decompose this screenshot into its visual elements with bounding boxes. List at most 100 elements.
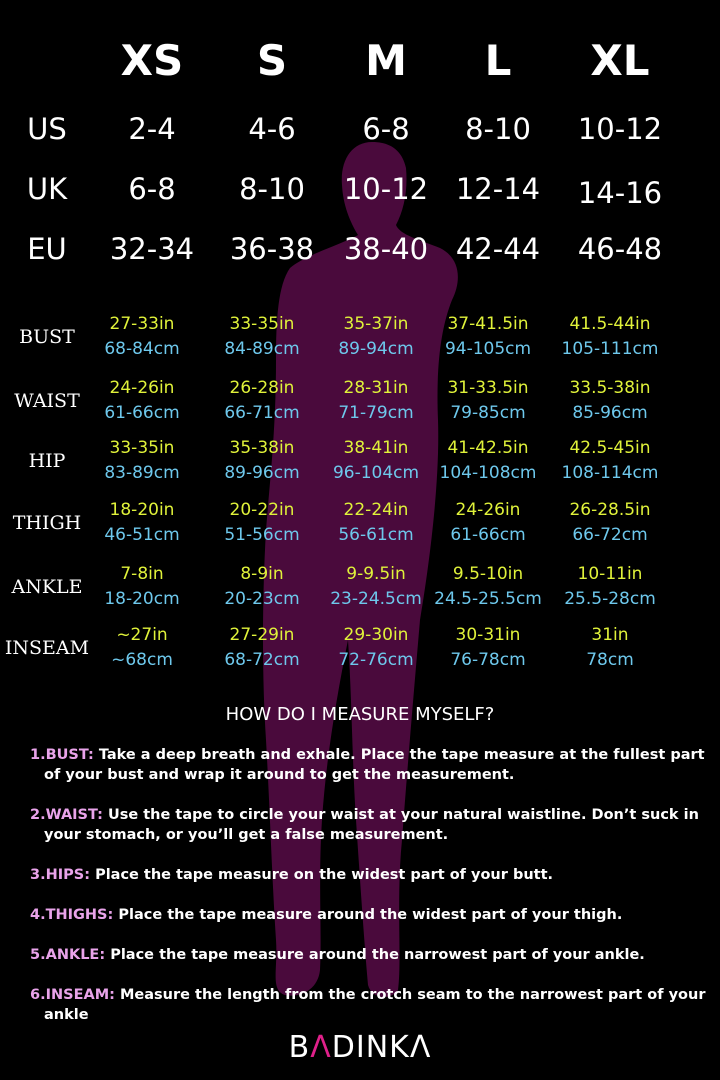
measurement-inches: 9-9.5in <box>346 564 406 584</box>
brand-logo: BΛDINKΛ <box>288 1030 432 1065</box>
guide-heading: HOW DO I MEASURE MYSELF? <box>225 704 495 725</box>
measurement-inches: 8-9in <box>240 564 284 584</box>
measurement-cm: 61-66cm <box>450 525 526 545</box>
measurement-inches: 33.5-38in <box>569 378 651 398</box>
measurement-inches: 37-41.5in <box>447 314 529 334</box>
measurement-inches: 7-8in <box>120 564 164 584</box>
measurement-inches: ~27in <box>116 625 168 645</box>
region-label: UK <box>26 172 68 206</box>
size-conversion-value: 14-16 <box>577 176 663 210</box>
measurement-label: BUST <box>19 326 75 348</box>
instruction-text: Use the tape to circle your waist at you… <box>44 807 699 843</box>
measurement-cm: 51-56cm <box>224 525 300 545</box>
size-header: M <box>365 36 407 85</box>
measurement-cm: 66-71cm <box>224 403 300 423</box>
measurement-inches: 42.5-45in <box>569 438 651 458</box>
measurement-label: ANKLE <box>11 576 83 598</box>
measurement-cm: 25.5-28cm <box>564 589 656 609</box>
measure-instruction: 2.WAIST: Use the tape to circle your wai… <box>30 805 714 845</box>
measurement-cm: 104-108cm <box>439 463 537 483</box>
size-conversion-value: 6-8 <box>362 112 410 146</box>
measurement-inches: 26-28.5in <box>569 500 651 520</box>
instruction-text: Take a deep breath and exhale. Place the… <box>44 747 705 783</box>
instruction-text: Measure the length from the crotch seam … <box>44 987 706 1023</box>
measurement-inches: 27-33in <box>109 314 175 334</box>
measurement-cm: 18-20cm <box>104 589 180 609</box>
measurement-inches: 35-38in <box>229 438 295 458</box>
measurement-inches: 9.5-10in <box>452 564 524 584</box>
region-label: US <box>27 112 67 146</box>
size-header: XS <box>120 36 184 85</box>
measure-instruction: 5.ANKLE: Place the tape measure around t… <box>30 945 714 965</box>
size-conversion-value: 36-38 <box>229 232 315 266</box>
measurement-inches: 28-31in <box>343 378 409 398</box>
measurement-cm: 89-94cm <box>338 339 414 359</box>
measurement-inches: 30-31in <box>455 625 521 645</box>
instruction-label: 4.THIGHS: <box>30 907 114 923</box>
measurement-label: HIP <box>28 450 66 472</box>
measurement-inches: 38-41in <box>343 438 409 458</box>
size-conversion-value: 10-12 <box>577 112 663 146</box>
measurement-cm: 68-84cm <box>104 339 180 359</box>
size-header: XL <box>590 36 650 85</box>
measurement-cm: 94-105cm <box>444 339 532 359</box>
measurement-inches: 41.5-44in <box>569 314 651 334</box>
measurement-inches: 35-37in <box>343 314 409 334</box>
measurement-cm: 20-23cm <box>224 589 300 609</box>
measurement-cm: 71-79cm <box>338 403 414 423</box>
size-conversion-value: 42-44 <box>455 232 541 266</box>
measure-instruction: 6.INSEAM: Measure the length from the cr… <box>30 985 714 1025</box>
measurement-inches: 33-35in <box>109 438 175 458</box>
size-conversion-value: 2-4 <box>128 112 176 146</box>
measurement-cm: 56-61cm <box>338 525 414 545</box>
region-label: EU <box>27 232 67 266</box>
instruction-label: 5.ANKLE: <box>30 947 106 963</box>
measurement-cm: 85-96cm <box>572 403 648 423</box>
measurement-inches: 24-26in <box>109 378 175 398</box>
measurement-inches: 27-29in <box>229 625 295 645</box>
instruction-label: 3.HIPS: <box>30 867 90 883</box>
measurement-inches: 31-33.5in <box>447 378 529 398</box>
measurement-label: INSEAM <box>4 637 90 659</box>
size-conversion-value: 8-10 <box>239 172 305 206</box>
size-conversion-value: 10-12 <box>343 172 429 206</box>
measurement-cm: 89-96cm <box>224 463 300 483</box>
size-conversion-value: 12-14 <box>455 172 541 206</box>
instruction-label: 6.INSEAM: <box>30 987 115 1003</box>
size-conversion-value: 6-8 <box>128 172 176 206</box>
measurement-inches: 22-24in <box>343 500 409 520</box>
measurement-cm: 66-72cm <box>572 525 648 545</box>
measure-instruction: 4.THIGHS: Place the tape measure around … <box>30 905 714 925</box>
measurement-cm: 79-85cm <box>450 403 526 423</box>
instruction-text: Place the tape measure around the widest… <box>118 907 623 923</box>
measurement-cm: 61-66cm <box>104 403 180 423</box>
measurement-cm: 24.5-25.5cm <box>434 589 542 609</box>
measurement-inches: 20-22in <box>229 500 295 520</box>
measurement-cm: 76-78cm <box>450 650 526 670</box>
measurement-label: WAIST <box>14 390 80 412</box>
size-conversion-value: 4-6 <box>248 112 296 146</box>
measurement-cm: 105-111cm <box>561 339 659 359</box>
measure-instruction: 3.HIPS: Place the tape measure on the wi… <box>30 865 714 885</box>
instruction-label: 1.BUST: <box>30 747 94 763</box>
measurement-inches: 26-28in <box>229 378 295 398</box>
instruction-text: Place the tape measure around the narrow… <box>110 947 645 963</box>
measurement-inches: 33-35in <box>229 314 295 334</box>
size-conversion-value: 32-34 <box>109 232 195 266</box>
measurement-inches: 18-20in <box>109 500 175 520</box>
measurement-cm: 96-104cm <box>332 463 420 483</box>
measurement-inches: 29-30in <box>343 625 409 645</box>
size-conversion-value: 38-40 <box>343 232 429 266</box>
measurement-cm: 108-114cm <box>561 463 659 483</box>
size-conversion-value: 8-10 <box>465 112 531 146</box>
measurement-inches: 10-11in <box>577 564 643 584</box>
measurement-inches: 41-42.5in <box>447 438 529 458</box>
measurement-inches: 24-26in <box>455 500 521 520</box>
measurement-cm: 23-24.5cm <box>330 589 422 609</box>
size-header: L <box>484 36 512 85</box>
measurement-cm: 83-89cm <box>104 463 180 483</box>
measurement-cm: ~68cm <box>111 650 173 670</box>
measurement-cm: 72-76cm <box>338 650 414 670</box>
instruction-label: 2.WAIST: <box>30 807 103 823</box>
